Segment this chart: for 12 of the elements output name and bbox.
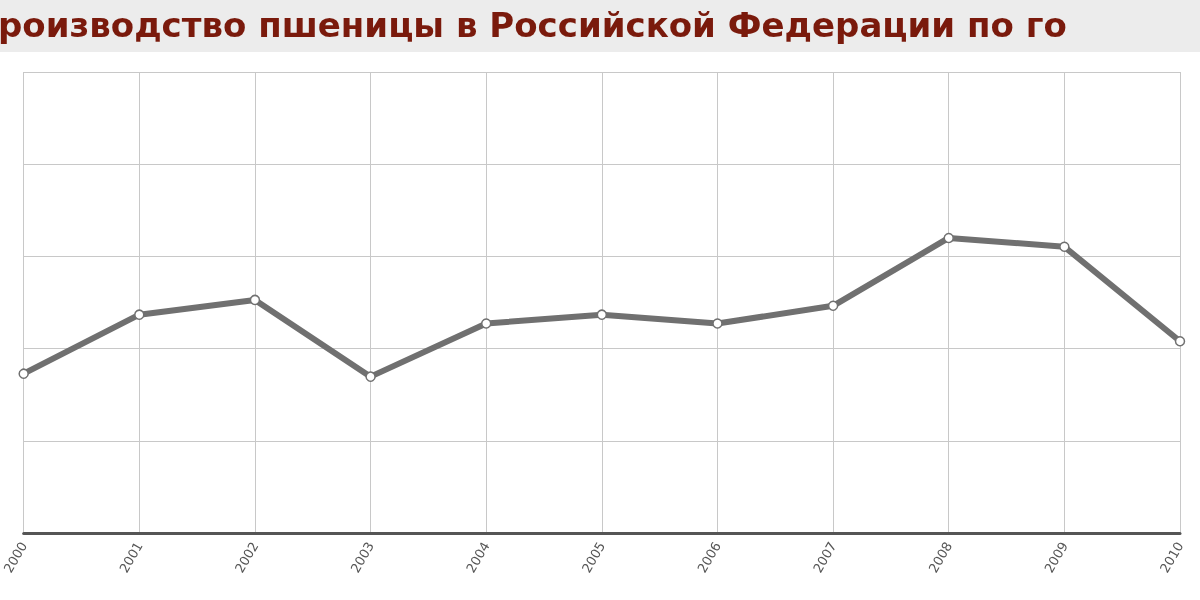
chart-title: роизводство пшеницы в Российской Федерации по го: [0, 5, 1067, 45]
point: [134, 309, 145, 320]
point: [1174, 335, 1186, 347]
point: [827, 300, 839, 312]
point: [480, 318, 492, 329]
point: [249, 294, 261, 306]
point: [18, 368, 29, 379]
point: [1059, 241, 1070, 253]
point: [943, 232, 954, 244]
point: [596, 309, 608, 320]
point: [712, 318, 723, 329]
point: [365, 371, 376, 382]
